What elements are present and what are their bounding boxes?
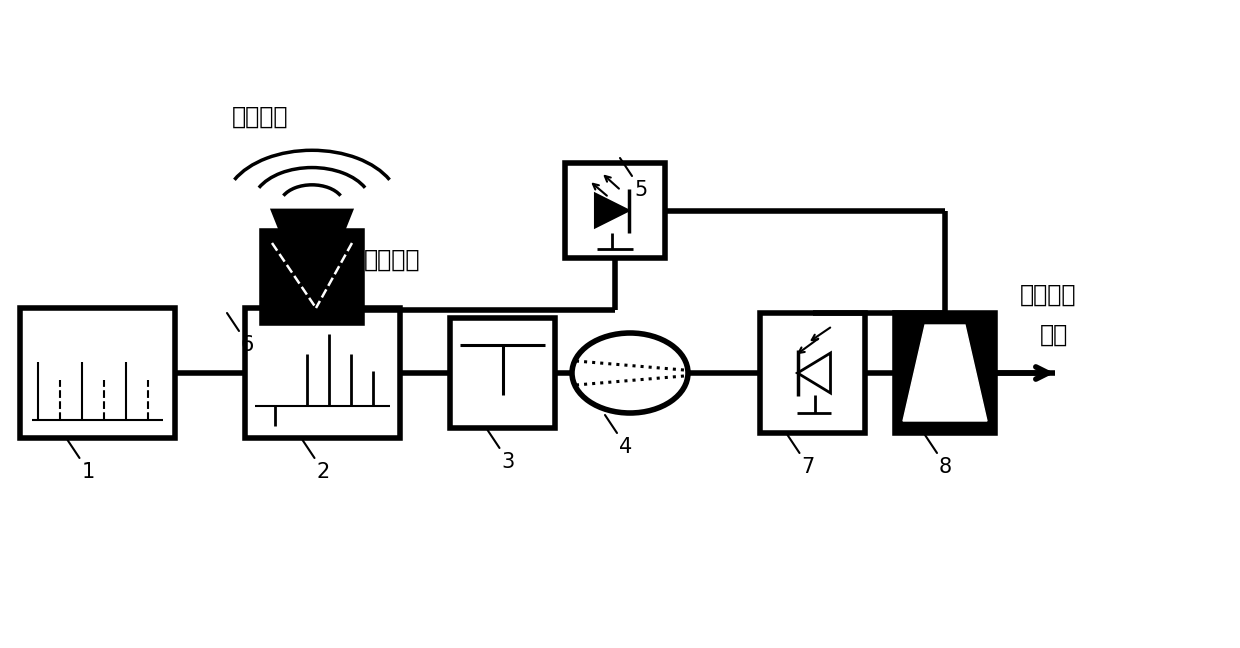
Text: 1: 1 bbox=[82, 462, 94, 482]
Polygon shape bbox=[595, 194, 629, 227]
Text: 输出: 输出 bbox=[1040, 323, 1068, 347]
Bar bbox=[246, 308, 401, 438]
Text: 中频信号: 中频信号 bbox=[1021, 283, 1076, 307]
Polygon shape bbox=[272, 210, 352, 310]
Text: 8: 8 bbox=[939, 457, 952, 477]
Bar bbox=[262, 231, 362, 323]
Bar bbox=[760, 313, 866, 433]
Text: 5: 5 bbox=[634, 180, 647, 200]
Text: 射频信号: 射频信号 bbox=[232, 105, 289, 129]
Text: 2: 2 bbox=[316, 462, 330, 482]
Bar bbox=[450, 318, 556, 428]
Bar bbox=[895, 313, 994, 433]
Text: 7: 7 bbox=[801, 457, 815, 477]
Text: 6: 6 bbox=[241, 335, 254, 355]
Text: 4: 4 bbox=[619, 437, 632, 457]
Text: 接收天线: 接收天线 bbox=[365, 248, 420, 272]
Bar bbox=[20, 308, 175, 438]
Polygon shape bbox=[903, 325, 987, 421]
Bar bbox=[565, 163, 665, 258]
Text: 3: 3 bbox=[501, 452, 515, 472]
